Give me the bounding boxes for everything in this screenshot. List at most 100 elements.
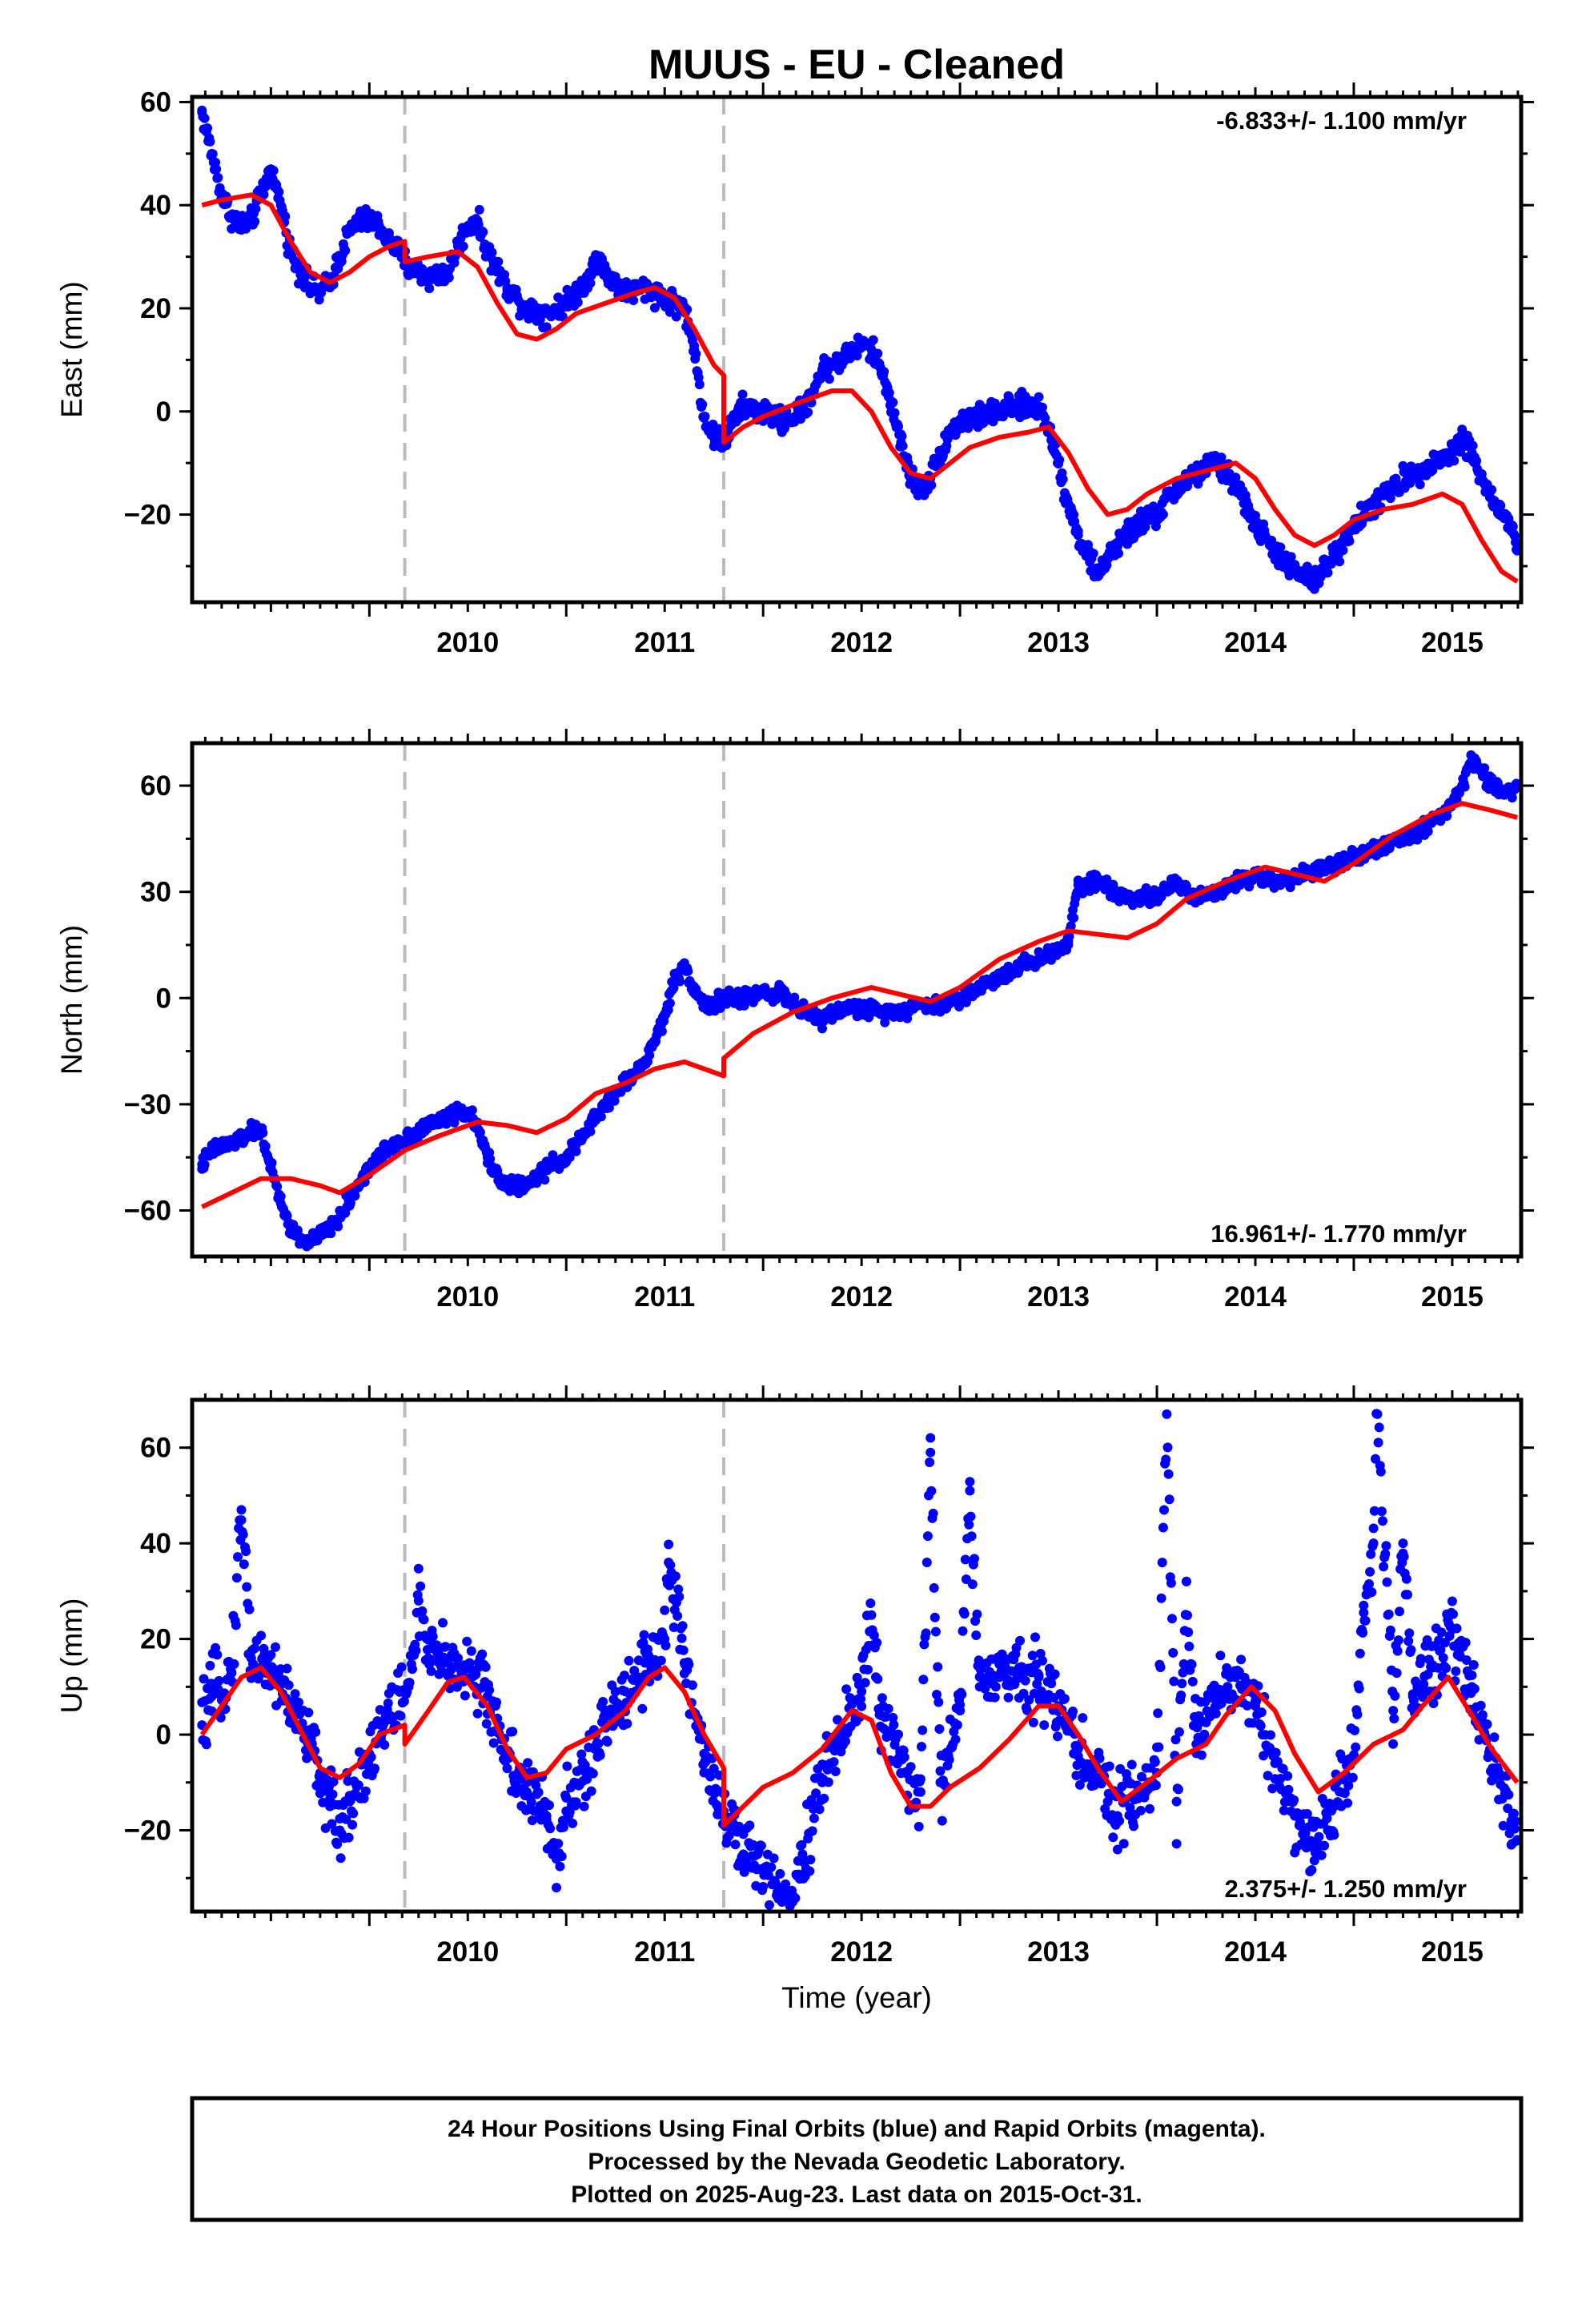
data-point [1125, 1803, 1135, 1813]
data-point [396, 1662, 407, 1672]
data-point [1338, 545, 1348, 556]
data-point [974, 412, 985, 422]
data-point [508, 1727, 518, 1737]
data-point [1371, 1454, 1380, 1464]
data-point [315, 287, 325, 298]
data-point [915, 1000, 926, 1011]
data-point [833, 1715, 842, 1725]
data-point [571, 1146, 581, 1156]
data-point [360, 1786, 371, 1796]
data-point [242, 1582, 252, 1592]
data-point [1309, 866, 1319, 876]
data-point [305, 283, 315, 293]
data-point [1427, 458, 1438, 468]
y-tick-label: 0 [156, 983, 171, 1014]
data-point [967, 1579, 978, 1590]
data-point [481, 1719, 492, 1729]
data-point [348, 1808, 359, 1819]
data-point [1460, 1638, 1471, 1648]
data-point [1449, 456, 1460, 466]
data-point [419, 1614, 429, 1625]
model-line [201, 801, 1518, 1209]
data-point [579, 1801, 589, 1811]
data-point [1448, 1609, 1458, 1619]
data-point [502, 1180, 512, 1191]
data-point [275, 1198, 286, 1208]
data-point [1155, 1663, 1166, 1672]
data-point [424, 283, 435, 294]
data-point [1222, 1663, 1232, 1673]
data-point [1379, 1562, 1389, 1572]
data-point [919, 1639, 930, 1650]
rate-label: -6.833+/- 1.100 mm/yr [1216, 107, 1467, 135]
data-point [1388, 484, 1399, 494]
data-point [1114, 549, 1123, 558]
data-point [1132, 894, 1142, 904]
data-point [1266, 1730, 1275, 1740]
data-point [689, 983, 700, 993]
data-point [926, 1433, 936, 1443]
data-point [453, 1653, 463, 1663]
data-point [1211, 887, 1221, 897]
data-point [203, 123, 212, 133]
data-point [739, 1000, 749, 1011]
data-point [1163, 1469, 1174, 1479]
data-point [677, 1621, 688, 1631]
data-point [1054, 943, 1064, 954]
data-point [1309, 577, 1319, 587]
data-point [1487, 485, 1497, 495]
data-points [197, 750, 1523, 1252]
data-point [576, 1749, 587, 1759]
data-point [1348, 851, 1359, 862]
data-point [1174, 1727, 1184, 1737]
data-point [1347, 1772, 1358, 1783]
data-point [488, 1738, 499, 1748]
data-point [934, 1697, 944, 1707]
data-point [1104, 1761, 1114, 1771]
data-point [917, 1725, 928, 1735]
data-point [1150, 1780, 1161, 1791]
data-point [212, 1650, 223, 1660]
data-point [1511, 537, 1520, 548]
data-point [561, 1793, 572, 1803]
model-line [201, 192, 1519, 584]
data-point [857, 1003, 867, 1014]
data-point [1184, 1641, 1195, 1651]
data-point [552, 1883, 561, 1893]
data-point [1267, 1783, 1278, 1794]
data-point [478, 227, 488, 237]
data-point [1162, 1442, 1173, 1453]
data-point [428, 1631, 438, 1642]
data-point [929, 1582, 939, 1593]
data-point [347, 1819, 358, 1830]
data-point [1171, 879, 1182, 890]
data-point [1395, 1606, 1404, 1617]
data-point [1014, 961, 1024, 971]
data-point [876, 365, 886, 376]
x-tick-label: 2012 [830, 1281, 893, 1313]
data-point [777, 416, 788, 427]
data-point [1018, 1688, 1029, 1699]
data-point [327, 1789, 338, 1799]
data-point [758, 986, 769, 996]
data-point [837, 355, 847, 365]
data-point [1170, 1735, 1181, 1745]
data-point [1034, 401, 1044, 412]
data-point [699, 1000, 709, 1011]
data-point [1337, 1754, 1347, 1764]
data-point [370, 1763, 379, 1774]
data-point [1498, 1820, 1508, 1831]
data-point [1027, 1651, 1038, 1661]
data-point [231, 1620, 241, 1630]
data-point [935, 1000, 946, 1011]
data-point [260, 1141, 271, 1152]
data-point [1157, 1558, 1167, 1568]
data-point [766, 1862, 777, 1872]
data-point [580, 1760, 590, 1771]
data-point [472, 1708, 483, 1719]
data-point [383, 1698, 393, 1708]
data-point [1066, 921, 1076, 931]
data-point [231, 1573, 242, 1583]
data-point [1343, 1780, 1354, 1791]
